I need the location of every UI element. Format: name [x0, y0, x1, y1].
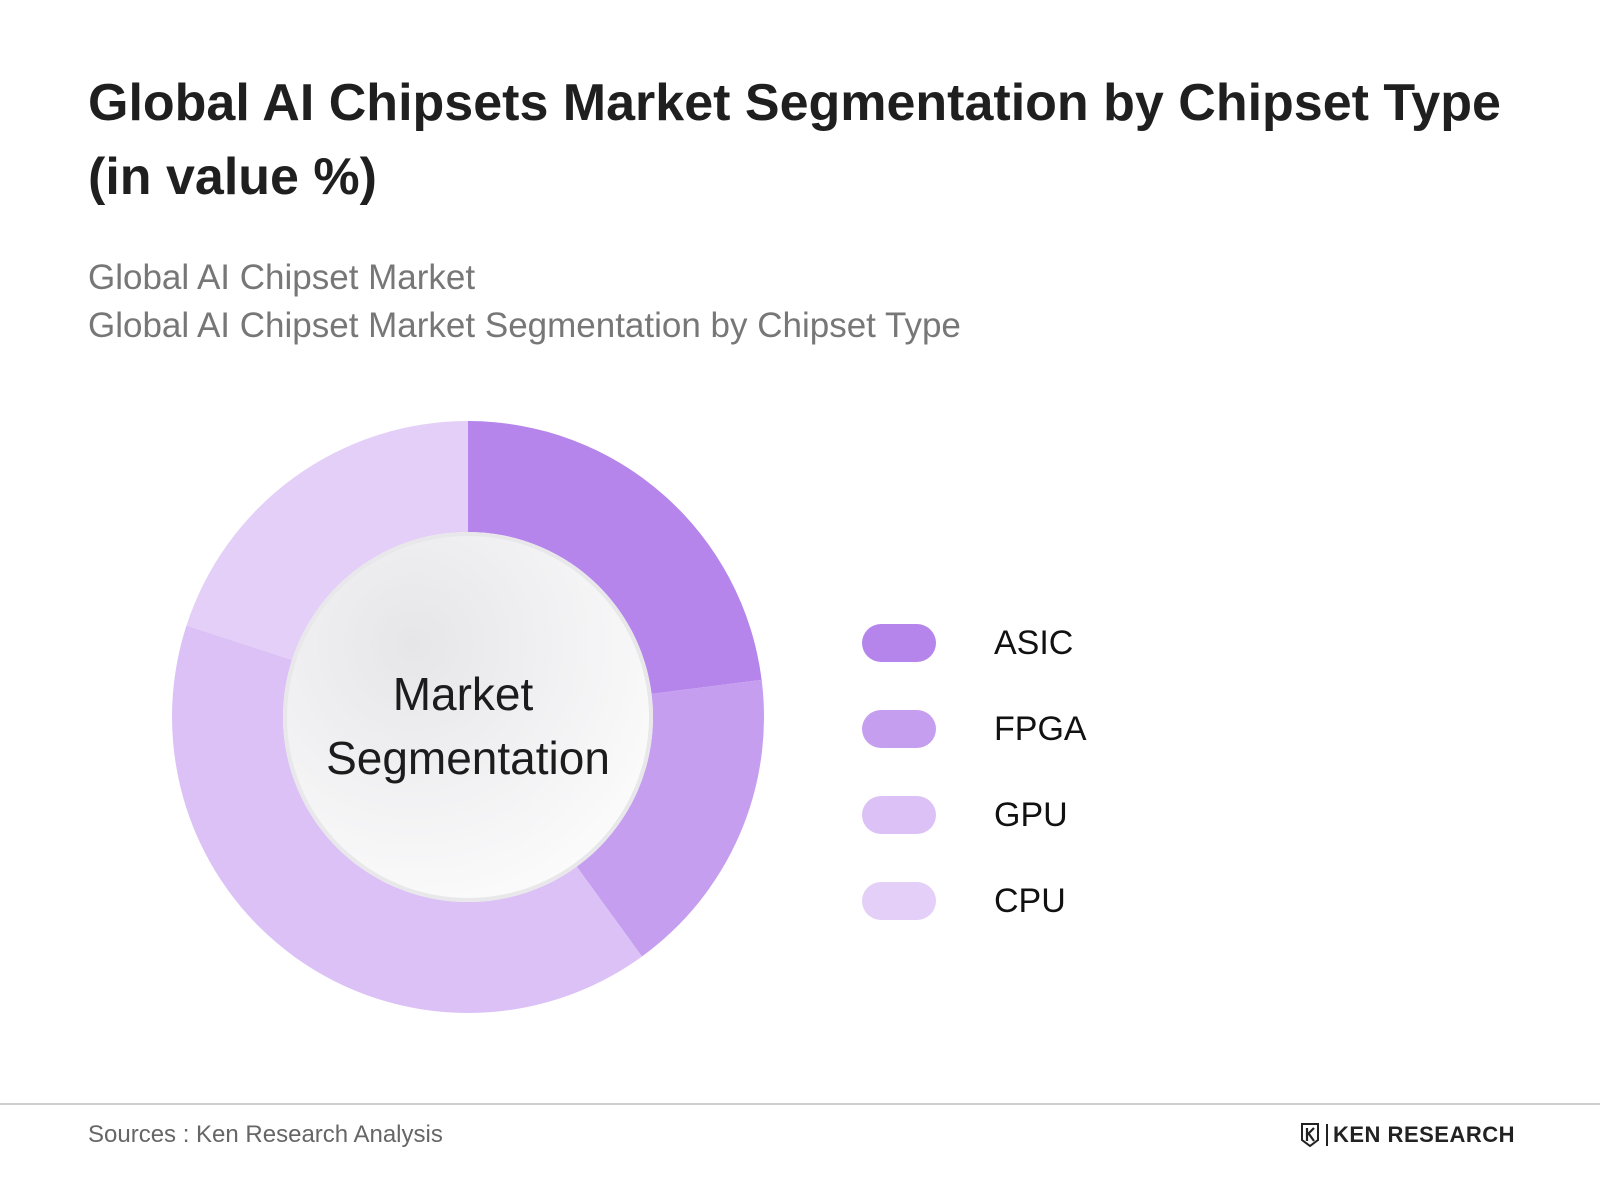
legend-label-cpu: CPU: [994, 881, 1066, 920]
legend-item-gpu: GPU: [862, 772, 1087, 858]
footer-divider: [0, 1103, 1600, 1105]
logo-separator: [1326, 1124, 1328, 1146]
legend-swatch-asic: [862, 624, 936, 662]
donut-slice-asic: [468, 421, 762, 694]
donut-slice-fpga: [576, 679, 765, 957]
donut-center-face: [287, 536, 649, 898]
legend-label-gpu: GPU: [994, 795, 1068, 834]
subtitle-line-1: Global AI Chipset Market: [88, 258, 476, 297]
ken-research-logo: KEN RESEARCH: [1300, 1122, 1515, 1148]
chart-title: Global AI Chipsets Market Segmentation b…: [88, 74, 1501, 206]
center-label-line-1: Market: [393, 668, 534, 720]
legend-swatch-gpu: [862, 796, 936, 834]
source-note: Sources : Ken Research Analysis: [88, 1121, 443, 1148]
chart-legend: ASIC FPGA GPU CPU: [862, 600, 1087, 944]
donut-slice-gpu: [172, 625, 642, 1014]
center-label-line-2: Segmentation: [326, 732, 610, 784]
ken-research-logo-icon: [1301, 1123, 1319, 1147]
subtitle-line-2: Global AI Chipset Market Segmentation by…: [88, 306, 961, 345]
logo-text: KEN RESEARCH: [1333, 1122, 1516, 1147]
chart-subtitle: Global AI Chipset Market Global AI Chips…: [88, 254, 961, 350]
legend-swatch-fpga: [862, 710, 936, 748]
legend-label-asic: ASIC: [994, 623, 1074, 662]
legend-label-fpga: FPGA: [994, 709, 1087, 748]
donut-slice-cpu: [186, 421, 468, 660]
donut-chart: Market Segmentation: [172, 421, 765, 1014]
legend-item-cpu: CPU: [862, 858, 1087, 944]
legend-swatch-cpu: [862, 882, 936, 920]
legend-item-fpga: FPGA: [862, 686, 1087, 772]
legend-item-asic: ASIC: [862, 600, 1087, 686]
